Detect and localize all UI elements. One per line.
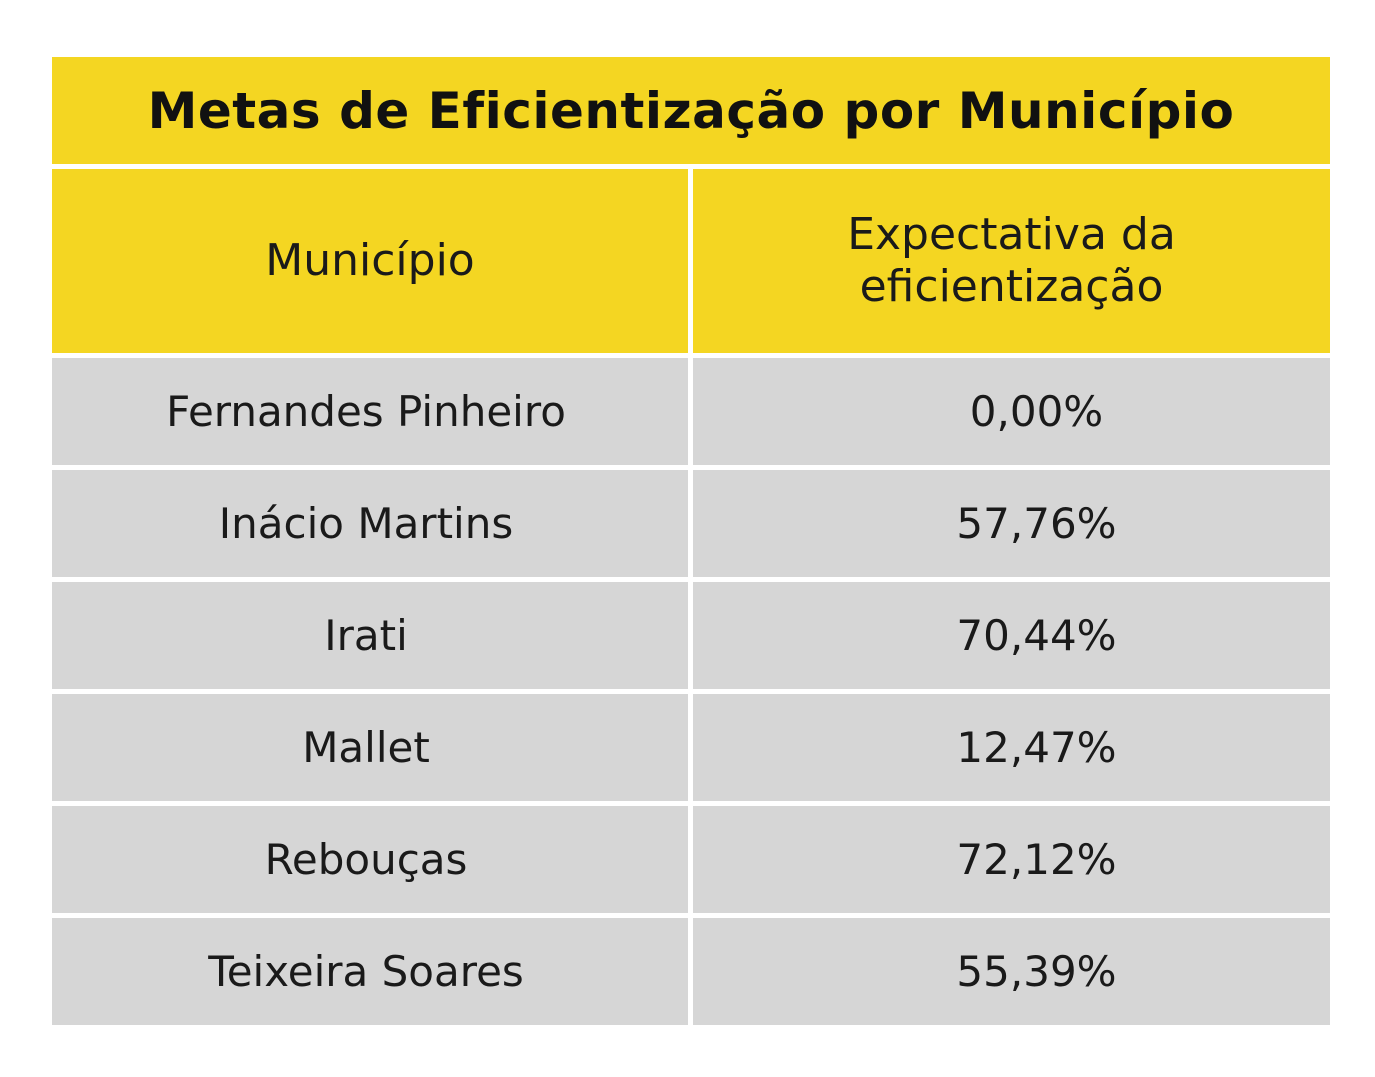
table-row: Teixeira Soares 55,39%	[52, 918, 1330, 1025]
table-header-row: Município Expectativa da eficientização	[52, 169, 1330, 353]
table-row: Inácio Martins 57,76%	[52, 470, 1330, 577]
expectation-value: 12,47%	[956, 723, 1117, 772]
municipality-cell: Fernandes Pinheiro	[52, 358, 688, 465]
header-municipality-label: Município	[265, 235, 475, 286]
efficiency-table: Metas de Eficientização por Município Mu…	[52, 57, 1330, 1027]
table-row: Irati 70,44%	[52, 582, 1330, 689]
municipality-name: Rebouças	[264, 835, 468, 884]
table-body: Fernandes Pinheiro 0,00% Inácio Martins …	[52, 358, 1330, 1030]
municipality-cell: Irati	[52, 582, 688, 689]
table-row: Rebouças 72,12%	[52, 806, 1330, 913]
municipality-cell: Inácio Martins	[52, 470, 688, 577]
municipality-cell: Teixeira Soares	[52, 918, 688, 1025]
expectation-value: 70,44%	[956, 611, 1117, 660]
expectation-cell: 70,44%	[693, 582, 1330, 689]
municipality-cell: Mallet	[52, 694, 688, 801]
table-title-bar: Metas de Eficientização por Município	[52, 57, 1330, 164]
header-expectation-line2: eficientização	[859, 261, 1164, 312]
table-row: Mallet 12,47%	[52, 694, 1330, 801]
expectation-cell: 72,12%	[693, 806, 1330, 913]
municipality-name: Mallet	[302, 723, 430, 772]
header-expectation: Expectativa da eficientização	[693, 169, 1330, 353]
expectation-value: 72,12%	[956, 835, 1117, 884]
expectation-value: 55,39%	[956, 947, 1117, 996]
municipality-name: Teixeira Soares	[208, 947, 524, 996]
municipality-cell: Rebouças	[52, 806, 688, 913]
municipality-name: Irati	[324, 611, 408, 660]
expectation-cell: 12,47%	[693, 694, 1330, 801]
expectation-cell: 0,00%	[693, 358, 1330, 465]
expectation-cell: 55,39%	[693, 918, 1330, 1025]
table-title: Metas de Eficientização por Município	[147, 81, 1235, 140]
expectation-value: 57,76%	[956, 499, 1117, 548]
table-row: Fernandes Pinheiro 0,00%	[52, 358, 1330, 465]
expectation-value: 0,00%	[969, 387, 1104, 436]
header-municipality: Município	[52, 169, 688, 353]
header-expectation-line1: Expectativa da	[847, 209, 1176, 260]
expectation-cell: 57,76%	[693, 470, 1330, 577]
municipality-name: Fernandes Pinheiro	[166, 387, 566, 436]
municipality-name: Inácio Martins	[218, 499, 514, 548]
